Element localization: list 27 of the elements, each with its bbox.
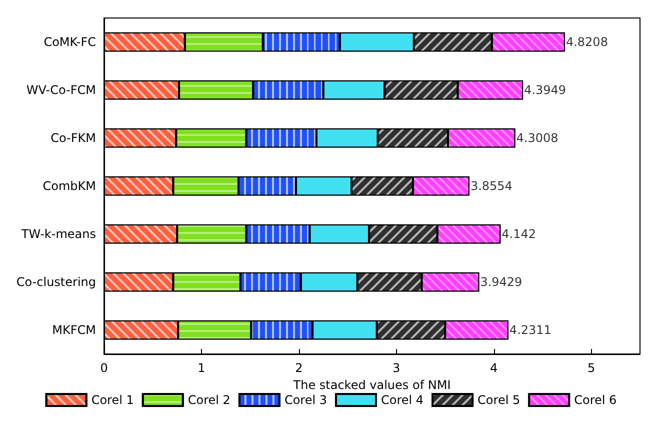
x-tick-label: 5 — [587, 361, 596, 375]
legend-label: Corel 4 — [381, 393, 424, 407]
annotation: 4.2311 — [509, 323, 552, 337]
annotation: 4.3949 — [524, 83, 566, 97]
annotation: 4.3008 — [516, 131, 558, 145]
annotation: 4.8208 — [566, 35, 608, 49]
x-tick-label: 1 — [198, 361, 206, 375]
annotation: 3.9429 — [480, 275, 522, 289]
legend-label: Corel 3 — [284, 393, 328, 407]
x-tick-label: 3 — [392, 361, 400, 375]
legend-label: Corel 2 — [188, 393, 230, 407]
x-axis-title: The stacked values of NMI — [292, 378, 451, 392]
y-tick-label: TW-k-means — [20, 227, 96, 241]
legend-label: Corel 6 — [574, 393, 617, 407]
y-tick-label: Co-FKM — [50, 131, 96, 145]
y-tick-label: MKFCM — [52, 323, 96, 337]
x-tick-label: 4 — [490, 361, 498, 375]
legend-label: Corel 5 — [478, 393, 520, 407]
legend-label: Corel 1 — [91, 393, 134, 407]
y-tick-label: WV-Co-FCM — [26, 83, 96, 97]
x-tick-label: 2 — [295, 361, 303, 375]
x-tick-label: 0 — [100, 361, 108, 375]
y-tick-label: CoMK-FC — [44, 35, 96, 49]
y-tick-label: Co-clustering — [16, 275, 96, 289]
annotation: 3.8554 — [470, 179, 512, 193]
annotation: 4.142 — [502, 227, 536, 241]
y-tick-label: CombKM — [42, 179, 96, 193]
